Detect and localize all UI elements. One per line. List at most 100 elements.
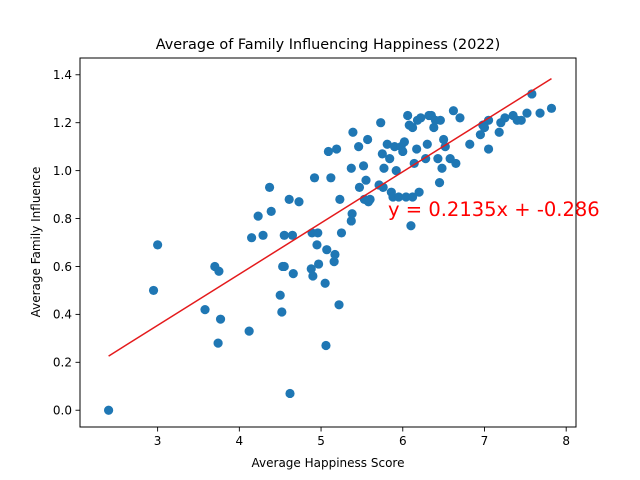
- data-point: [455, 113, 465, 123]
- data-point: [376, 118, 386, 128]
- data-point: [321, 340, 331, 351]
- data-point: [451, 158, 461, 169]
- data-point: [348, 127, 358, 137]
- data-point: [437, 163, 447, 173]
- x-axis-label: Average Happiness Score: [252, 456, 405, 470]
- data-point: [264, 182, 275, 192]
- data-point: [354, 142, 364, 152]
- data-point: [277, 307, 287, 317]
- y-tick-label: 0.8: [53, 212, 72, 226]
- data-point: [414, 187, 424, 197]
- data-point: [331, 144, 342, 154]
- data-point: [313, 228, 323, 238]
- data-point: [266, 206, 276, 216]
- tick-marks-and-labels: 3 4 5 6 7 8 0.0 0.2 0.4 0.6 0.8 1.0 1.2 1.4: [53, 68, 570, 448]
- data-point: [500, 113, 510, 123]
- data-point: [382, 139, 392, 149]
- data-point: [334, 300, 344, 310]
- axes-frame: [79, 57, 577, 428]
- data-point: [346, 216, 356, 226]
- data-point: [412, 144, 422, 154]
- data-point: [407, 122, 418, 133]
- data-point: [516, 115, 526, 125]
- data-point: [275, 290, 285, 300]
- data-point: [347, 209, 357, 219]
- plot-background: [80, 58, 576, 427]
- data-point: [288, 269, 298, 279]
- annotations: y = 0.2135x + -0.286: [388, 198, 600, 221]
- data-point: [213, 338, 223, 348]
- y-tick-label: 1.2: [53, 116, 72, 130]
- data-point: [335, 194, 345, 204]
- data-point: [465, 139, 475, 149]
- data-point: [308, 271, 318, 281]
- data-point: [284, 194, 294, 204]
- regression-line: [108, 77, 552, 357]
- data-point: [522, 108, 532, 118]
- data-point: [448, 106, 459, 116]
- data-point: [365, 194, 375, 204]
- data-point: [314, 259, 324, 269]
- data-point: [279, 261, 289, 272]
- y-tick-label: 1.4: [53, 68, 72, 82]
- data-point: [401, 192, 411, 202]
- regression-equation-label: y = 0.2135x + -0.286: [388, 198, 600, 221]
- data-point: [253, 211, 263, 221]
- y-tick-label: 0.6: [53, 260, 72, 274]
- data-point: [287, 230, 298, 240]
- data-point: [354, 182, 365, 192]
- plot-area: [80, 58, 576, 427]
- data-point: [434, 178, 445, 188]
- data-point: [379, 163, 389, 173]
- data-point: [244, 326, 254, 336]
- data-point: [323, 146, 334, 157]
- x-tick-label: 6: [399, 434, 407, 448]
- data-point: [390, 142, 400, 152]
- data-point: [535, 108, 545, 118]
- y-axis-label: Average Family Influence: [29, 167, 43, 318]
- data-point: [429, 122, 439, 133]
- data-point: [322, 245, 332, 255]
- data-point: [422, 139, 432, 149]
- data-point: [320, 278, 330, 288]
- data-point: [346, 163, 356, 173]
- data-point: [416, 113, 426, 123]
- data-point: [406, 221, 416, 231]
- y-tick-label: 0.0: [53, 404, 72, 418]
- data-point: [312, 240, 322, 250]
- x-tick-label: 7: [481, 434, 489, 448]
- data-point: [215, 314, 226, 324]
- data-point: [153, 240, 163, 250]
- data-point: [336, 228, 347, 238]
- data-point: [475, 130, 485, 140]
- data-point: [148, 285, 159, 296]
- data-point: [330, 249, 340, 260]
- data-point: [200, 304, 210, 315]
- data-point: [483, 115, 494, 125]
- data-point: [494, 127, 504, 137]
- y-tick-label: 0.2: [53, 356, 72, 370]
- data-point: [407, 192, 418, 202]
- data-point: [361, 175, 371, 185]
- data-point: [546, 103, 557, 113]
- x-tick-label: 5: [317, 434, 325, 448]
- data-point: [391, 166, 401, 176]
- data-point: [247, 233, 257, 243]
- data-point: [377, 149, 387, 159]
- y-tick-label: 1.0: [53, 164, 72, 178]
- data-point: [439, 134, 449, 145]
- data-point: [435, 115, 445, 125]
- data-point: [385, 154, 395, 164]
- x-tick-label: 4: [236, 434, 244, 448]
- data-point: [403, 110, 413, 121]
- data-point: [294, 197, 304, 207]
- axes: [79, 57, 577, 428]
- y-tick-label: 0.4: [53, 308, 72, 322]
- data-point: [279, 230, 289, 240]
- data-point: [398, 146, 408, 157]
- data-point: [309, 173, 320, 183]
- data-points: [104, 89, 557, 415]
- data-point: [483, 144, 494, 154]
- data-point: [479, 122, 490, 133]
